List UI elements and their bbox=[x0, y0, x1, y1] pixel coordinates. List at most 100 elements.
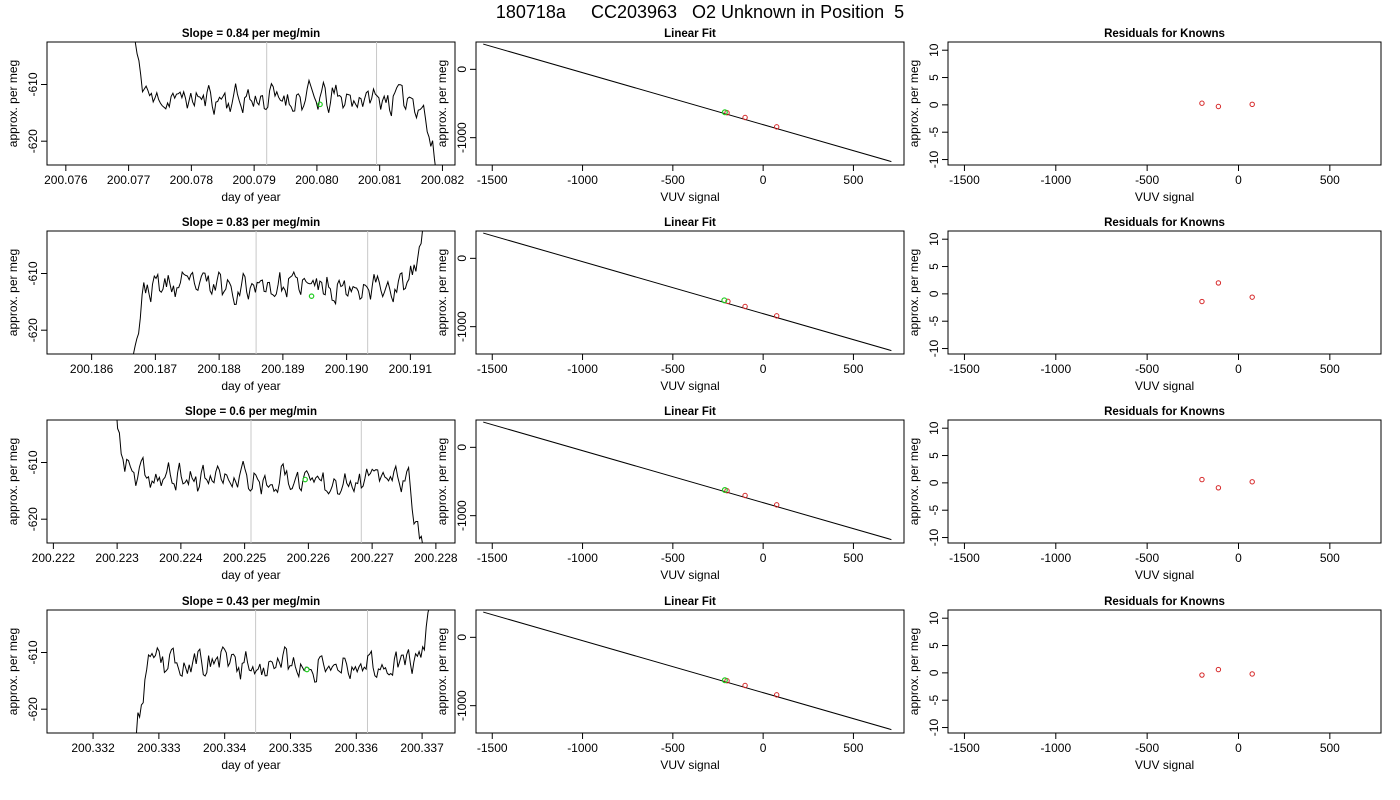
y-tick-label: -610 bbox=[26, 640, 40, 664]
x-tick-label: -1500 bbox=[949, 362, 980, 376]
panel-residuals-3: Residuals for Knowns -1500 -1000 -500 0 500 10… bbox=[907, 406, 1382, 582]
panel-residuals-4: Residuals for Knowns -1500 -1000 -500 0 500 10… bbox=[907, 596, 1382, 772]
x-tick-label: -1500 bbox=[477, 362, 508, 376]
x-tick-label: -1500 bbox=[477, 173, 508, 187]
y-tick-label: -10 bbox=[927, 340, 941, 358]
y-tick-label: 0 bbox=[927, 101, 941, 108]
x-tick-label: 200.190 bbox=[325, 362, 369, 376]
x-tick-label: -1000 bbox=[1040, 173, 1071, 187]
plot-area bbox=[135, 610, 430, 733]
x-tick-label: 0 bbox=[760, 173, 767, 187]
y-tick-label: 0 bbox=[927, 669, 941, 676]
y-tick-label: -10 bbox=[927, 151, 941, 169]
y-tick-label: 0 bbox=[455, 634, 469, 641]
x-tick-label: 200.186 bbox=[70, 362, 114, 376]
y-tick-label: -1000 bbox=[455, 500, 469, 531]
panel-title: Linear Fit bbox=[664, 596, 716, 608]
x-axis-label: VUV signal bbox=[660, 758, 719, 772]
x-tick-label: -1000 bbox=[567, 173, 598, 187]
x-axis-label: day of year bbox=[221, 190, 280, 204]
fit-line bbox=[483, 43, 892, 163]
y-tick-label: -10 bbox=[927, 529, 941, 547]
panel-trace-3: Slope = 0.6 per meg/min 200.222 200.223 200… bbox=[6, 406, 458, 582]
known-point bbox=[1199, 100, 1205, 106]
x-tick-label: -1000 bbox=[567, 551, 598, 565]
x-tick-label: -1500 bbox=[949, 741, 980, 755]
x-axis-label: VUV signal bbox=[1135, 568, 1194, 582]
y-tick-label: -5 bbox=[927, 695, 941, 706]
y-axis-label: approx. per meg bbox=[6, 628, 20, 715]
y-axis-label: approx. per meg bbox=[907, 438, 921, 525]
known-point bbox=[1199, 672, 1205, 678]
x-tick-label: 200.222 bbox=[32, 551, 76, 565]
figure-title: 180718a CC203963 O2 Unknown in Position … bbox=[495, 2, 905, 22]
x-axis-label: VUV signal bbox=[660, 568, 719, 582]
x-tick-label: 200.227 bbox=[350, 551, 394, 565]
y-axis-label: approx. per meg bbox=[435, 60, 449, 147]
x-axis-label: VUV signal bbox=[1135, 758, 1194, 772]
x-tick-label: 0 bbox=[760, 362, 767, 376]
x-axis-label: VUV signal bbox=[1135, 379, 1194, 393]
known-point bbox=[742, 303, 748, 310]
unknown-mean-point bbox=[308, 293, 315, 299]
x-tick-label: 500 bbox=[843, 741, 863, 755]
trace-line bbox=[116, 420, 423, 543]
known-point bbox=[773, 692, 780, 698]
panel-title: Linear Fit bbox=[664, 406, 716, 418]
plot-area bbox=[1199, 476, 1255, 491]
known-point bbox=[1249, 671, 1255, 677]
y-tick-label: -1000 bbox=[455, 690, 469, 721]
y-tick-label: 10 bbox=[927, 611, 941, 625]
x-tick-label: 200.337 bbox=[400, 741, 444, 755]
x-tick-label: 500 bbox=[1320, 173, 1340, 187]
panel-linear-fit-1: Linear Fit -1500 -1000 -500 0 500 0 -1000 VUV si… bbox=[435, 28, 905, 204]
plot-area bbox=[116, 420, 423, 543]
x-tick-label: 500 bbox=[843, 362, 863, 376]
x-tick-label: 200.079 bbox=[232, 173, 276, 187]
panel-residuals-2: Residuals for Knowns -1500 -1000 -500 0 500 10… bbox=[907, 217, 1382, 393]
known-point bbox=[1199, 298, 1205, 305]
x-tick-label: 200.333 bbox=[137, 741, 181, 755]
x-tick-label: -1000 bbox=[1040, 741, 1071, 755]
x-tick-label: 200.191 bbox=[389, 362, 433, 376]
x-tick-label: -1500 bbox=[949, 173, 980, 187]
plot-area bbox=[1199, 280, 1255, 305]
y-tick-label: -5 bbox=[927, 316, 941, 327]
unknown-point bbox=[721, 487, 728, 494]
panel-trace-2: Slope = 0.83 per meg/min 200.186 200.187 20… bbox=[6, 217, 456, 393]
y-axis-label: approx. per meg bbox=[907, 628, 921, 715]
y-tick-label: 0 bbox=[927, 290, 941, 297]
unknown-point bbox=[721, 677, 728, 684]
known-point bbox=[725, 298, 731, 305]
fit-line bbox=[483, 611, 892, 731]
plot-area bbox=[132, 231, 423, 354]
x-tick-label: 500 bbox=[1320, 362, 1340, 376]
y-tick-label: 0 bbox=[455, 66, 469, 73]
panel-title: Linear Fit bbox=[664, 217, 716, 229]
y-axis-label: approx. per meg bbox=[6, 438, 20, 525]
y-tick-label: -620 bbox=[26, 318, 40, 342]
plot-area bbox=[483, 43, 892, 163]
x-tick-label: 0 bbox=[760, 551, 767, 565]
known-point bbox=[742, 492, 748, 499]
plot-frame bbox=[947, 609, 1382, 734]
x-tick-label: 0 bbox=[1235, 741, 1242, 755]
x-tick-label: -500 bbox=[661, 551, 685, 565]
x-tick-label: 200.187 bbox=[134, 362, 178, 376]
y-axis-label: approx. per meg bbox=[6, 60, 20, 147]
trace-line bbox=[132, 231, 423, 354]
known-point bbox=[773, 502, 780, 508]
x-tick-label: -1500 bbox=[949, 551, 980, 565]
x-tick-label: -1000 bbox=[1040, 551, 1071, 565]
panel-title: Linear Fit bbox=[664, 28, 716, 40]
x-tick-label: -1000 bbox=[567, 362, 598, 376]
y-tick-label: -1000 bbox=[455, 311, 469, 342]
plot-area bbox=[483, 232, 892, 352]
known-point bbox=[1249, 101, 1255, 108]
x-tick-label: 200.081 bbox=[358, 173, 402, 187]
x-tick-label: 200.076 bbox=[44, 173, 88, 187]
plot-frame bbox=[46, 41, 456, 166]
fit-line bbox=[483, 421, 892, 541]
known-point bbox=[1215, 485, 1222, 491]
